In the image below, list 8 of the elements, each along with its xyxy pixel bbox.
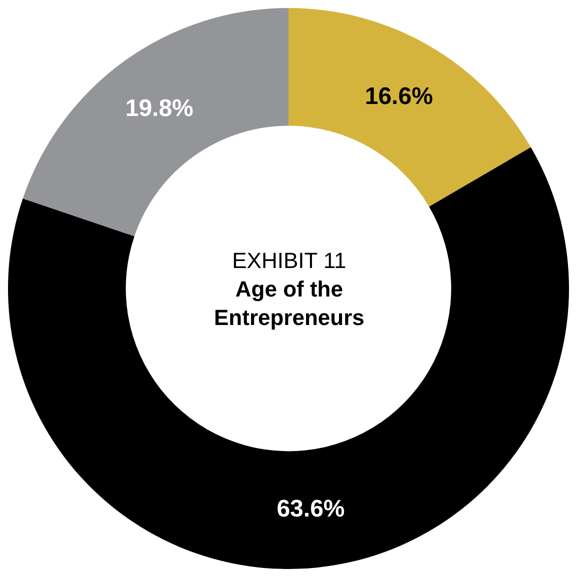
data-label: 16.6% xyxy=(364,82,433,110)
donut-slice xyxy=(22,8,288,236)
text: EXHIBIT 11 xyxy=(232,248,346,273)
data-label: 63.6% xyxy=(276,495,345,522)
text: Age of the Entrepreneurs xyxy=(214,276,364,330)
donut-slice xyxy=(288,8,531,207)
donut-slice xyxy=(8,147,569,569)
data-label: 19.8% xyxy=(125,94,194,122)
